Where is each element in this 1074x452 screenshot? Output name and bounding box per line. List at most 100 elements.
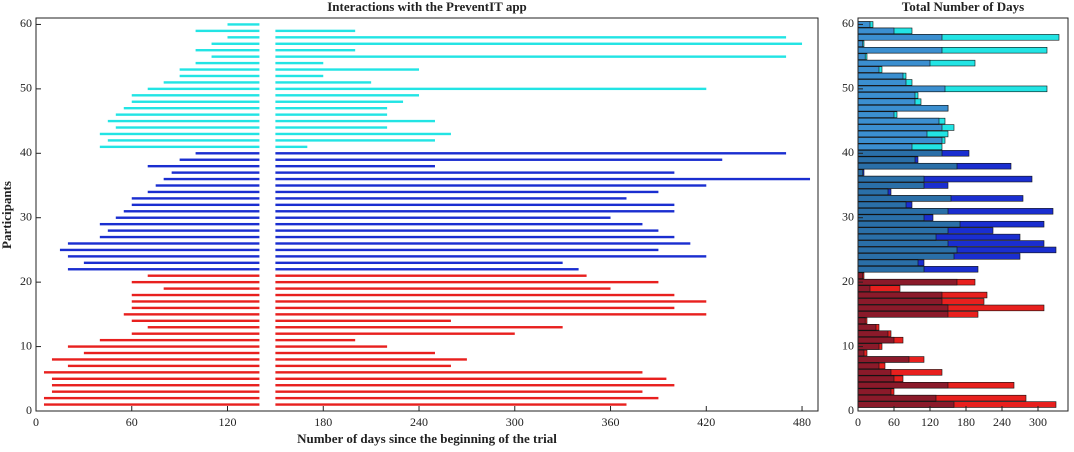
interaction-span (67, 255, 260, 258)
interaction-span (275, 203, 675, 207)
bar (857, 220, 961, 228)
interaction-span (147, 164, 260, 168)
y-tick-label: 30 (842, 209, 854, 223)
interaction-span (275, 255, 707, 258)
bar (857, 175, 925, 183)
bar (857, 356, 910, 363)
interaction-span (275, 61, 324, 65)
interaction-span (67, 345, 260, 348)
bar (857, 188, 889, 196)
bar (857, 369, 892, 376)
x-tick-label: 240 (993, 415, 1011, 429)
interaction-span (275, 36, 787, 39)
interaction-span (51, 358, 260, 361)
bar (857, 272, 864, 279)
bar (857, 382, 949, 389)
interaction-span (275, 197, 627, 200)
interaction-span (147, 326, 260, 329)
interaction-span (275, 242, 691, 245)
x-tick-label: 60 (126, 415, 138, 429)
plot-frame (857, 17, 1069, 412)
bar (857, 394, 937, 402)
bar (857, 304, 949, 312)
interaction-span (275, 274, 587, 277)
interaction-span (131, 203, 260, 207)
interaction-span (275, 268, 579, 271)
interaction-span (147, 274, 260, 277)
y-tick-label: 60 (20, 16, 32, 30)
bar (857, 259, 919, 267)
bar (857, 130, 928, 138)
plot-frame (35, 17, 819, 412)
x-tick-label: 60 (888, 415, 900, 429)
interaction-span (123, 106, 260, 110)
bar (857, 150, 943, 157)
interaction-span (227, 36, 260, 39)
bar (857, 162, 958, 170)
interaction-span (275, 403, 627, 406)
bar (857, 117, 940, 125)
interaction-span (275, 293, 675, 297)
x-tick-label: 120 (921, 415, 939, 429)
interaction-span (275, 358, 467, 361)
interaction-span (275, 68, 420, 71)
interaction-span (275, 87, 707, 91)
interaction-span (275, 345, 388, 348)
bar (857, 401, 955, 408)
interaction-span (115, 126, 260, 129)
interaction-span (99, 338, 260, 342)
interaction-span (275, 55, 787, 58)
interaction-span (275, 306, 675, 310)
interaction-span (51, 390, 260, 393)
interaction-span (131, 306, 260, 310)
interaction-span (131, 197, 260, 200)
interaction-span (83, 351, 260, 355)
x-tick-label: 300 (1029, 415, 1047, 429)
bar (857, 85, 946, 93)
interaction-span (115, 113, 260, 116)
x-tick-label: 480 (793, 415, 811, 429)
bar (857, 253, 955, 260)
interaction-span (51, 384, 260, 387)
interaction-span (275, 338, 356, 342)
y-tick-label: 0 (26, 403, 32, 417)
bar (857, 214, 925, 221)
interaction-span (43, 371, 260, 374)
interaction-span (275, 164, 435, 168)
interaction-span (131, 100, 260, 103)
interaction-span (179, 158, 260, 161)
interaction-span (163, 287, 260, 290)
interaction-span (171, 171, 260, 174)
interaction-span (275, 158, 723, 161)
interaction-span (155, 184, 260, 187)
interaction-span (275, 300, 707, 303)
interaction-span (99, 235, 260, 239)
interaction-span (275, 113, 388, 116)
x-tick-label: 180 (314, 415, 332, 429)
y-tick-label: 10 (842, 338, 854, 352)
interaction-span (275, 222, 643, 226)
x-axis-label: Number of days since the beginning of th… (297, 431, 557, 446)
bar (857, 375, 895, 382)
interaction-span (67, 242, 260, 245)
bar (857, 362, 880, 370)
bar (857, 208, 949, 215)
bar (857, 34, 943, 41)
bar (857, 72, 904, 80)
bar (857, 195, 952, 202)
interaction-span (163, 81, 260, 84)
interaction-span (195, 61, 260, 65)
interaction-span (131, 280, 260, 284)
interaction-span (275, 384, 675, 387)
interaction-span (275, 351, 435, 355)
interaction-span (275, 81, 372, 84)
interaction-span (275, 396, 659, 400)
interaction-span (67, 268, 260, 271)
interaction-span (275, 106, 388, 110)
chart-title: Total Number of Days (902, 0, 1024, 14)
bar (857, 291, 943, 299)
bar (857, 156, 916, 163)
interaction-span (115, 216, 260, 219)
interaction-span (275, 100, 404, 103)
